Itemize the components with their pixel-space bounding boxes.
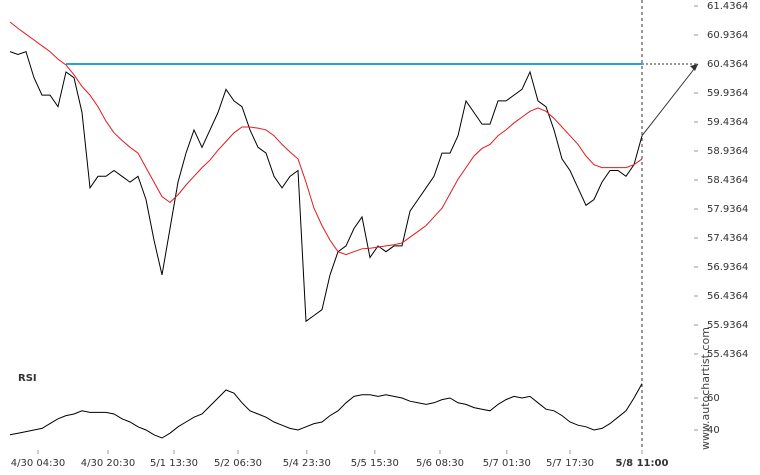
arrow-head bbox=[690, 64, 698, 71]
y-tick-label: 56.9364 bbox=[707, 262, 748, 273]
y-tick-label: 58.4364 bbox=[707, 175, 748, 186]
y-tick-label: 59.4364 bbox=[707, 117, 748, 128]
moving-average bbox=[9, 21, 643, 256]
x-tick-label: 5/2 06:30 bbox=[214, 458, 262, 469]
rsi-y-tick-label: 60 bbox=[707, 393, 720, 404]
y-tick-label: 60.9364 bbox=[707, 30, 748, 41]
rsi-label: RSI bbox=[18, 373, 37, 384]
x-tick-label: 5/7 17:30 bbox=[546, 458, 594, 469]
y-tick-label: 57.4364 bbox=[707, 233, 748, 244]
x-tick-label: 4/30 04:30 bbox=[11, 458, 65, 469]
x-tick-label: 5/1 13:30 bbox=[150, 458, 198, 469]
y-tick-label: 59.9364 bbox=[707, 88, 748, 99]
rsi-y-tick-label: 40 bbox=[707, 425, 720, 436]
y-tick-label: 55.4364 bbox=[707, 349, 748, 360]
x-tick-label: 4/30 20:30 bbox=[81, 458, 135, 469]
x-tick-label: 5/6 08:30 bbox=[416, 458, 464, 469]
y-tick-label: 60.4364 bbox=[707, 59, 748, 70]
x-tick-label: 5/4 23:30 bbox=[283, 458, 331, 469]
y-tick-label: 55.9364 bbox=[707, 320, 748, 331]
y-tick-label: 56.4364 bbox=[707, 291, 748, 302]
forecast-arrow bbox=[641, 63, 699, 137]
x-tick-label: 5/8 11:00 bbox=[616, 458, 669, 469]
x-tick-label: 5/5 15:30 bbox=[351, 458, 399, 469]
watermark: www.autochartist.com bbox=[699, 327, 712, 450]
price-line bbox=[9, 50, 643, 323]
x-tick-label: 5/7 01:30 bbox=[483, 458, 531, 469]
rsi-line bbox=[9, 383, 643, 439]
y-tick-label: 58.9364 bbox=[707, 146, 748, 157]
y-tick-label: 57.9364 bbox=[707, 204, 748, 215]
y-tick-label: 61.4364 bbox=[707, 1, 748, 12]
